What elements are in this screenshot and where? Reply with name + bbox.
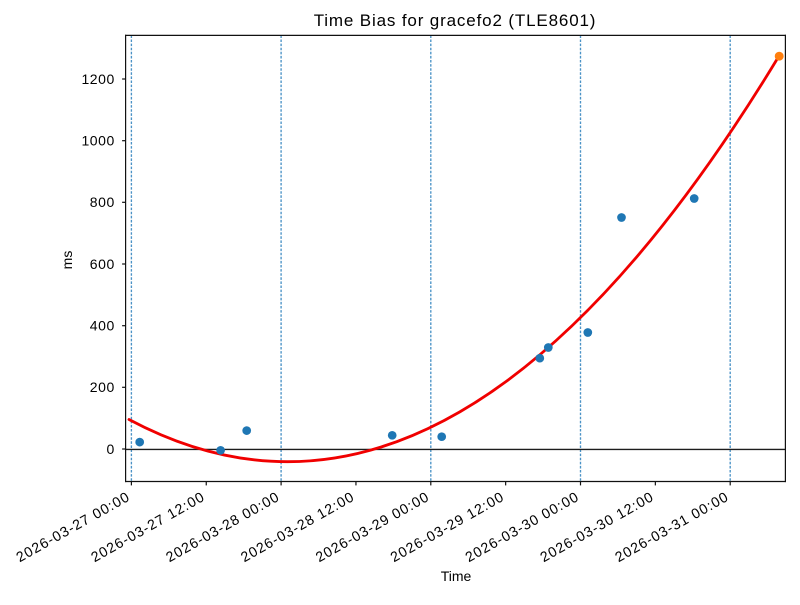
svg-text:1000: 1000 [81, 133, 114, 149]
svg-text:400: 400 [90, 318, 115, 334]
svg-text:0: 0 [106, 441, 114, 457]
svg-text:Time: Time [441, 568, 472, 584]
svg-text:200: 200 [90, 379, 115, 395]
svg-text:800: 800 [90, 194, 115, 210]
svg-text:ms: ms [59, 251, 75, 270]
svg-text:Time Bias for gracefo2 (TLE860: Time Bias for gracefo2 (TLE8601) [314, 11, 597, 30]
svg-text:1200: 1200 [81, 71, 114, 87]
svg-text:600: 600 [90, 256, 115, 272]
